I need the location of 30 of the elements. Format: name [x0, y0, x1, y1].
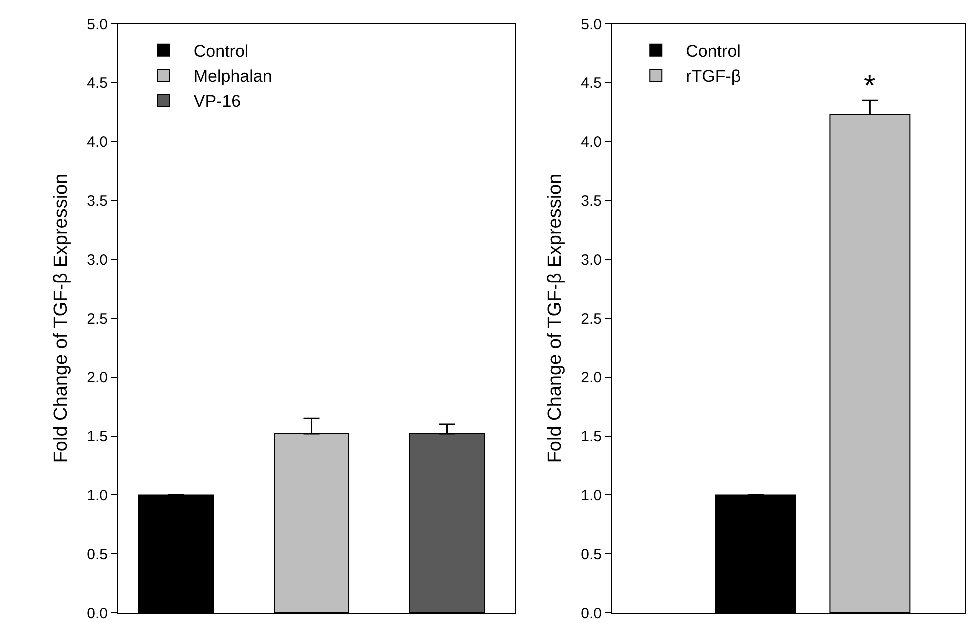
y-tick-label: 0.5 [581, 546, 602, 564]
y-tick-label: 0.0 [87, 605, 108, 622]
y-tick-label: 3.0 [87, 252, 108, 269]
y-tick-label: 0.5 [87, 546, 108, 564]
legend-label: Control [686, 42, 741, 62]
legend-label: VP-16 [194, 92, 242, 112]
legend-label: rTGF-β [686, 67, 742, 86]
y-axis-title: Fold Change of TGF-β Expression [544, 174, 566, 464]
y-tick-label: 0.0 [581, 605, 602, 622]
y-tick-label: 1.0 [87, 487, 108, 504]
annotation: * [864, 70, 876, 103]
y-tick-label: 2.0 [581, 370, 602, 387]
y-tick-label: 1.5 [87, 428, 108, 446]
y-tick-label: 4.0 [87, 134, 108, 152]
y-tick-label: 2.5 [87, 310, 108, 328]
legend-label: Melphalan [194, 67, 272, 86]
y-tick-label: 3.0 [581, 252, 602, 269]
y-tick-label: 1.0 [581, 487, 602, 504]
y-tick-label: 3.5 [581, 192, 602, 210]
y-axis-title: Fold Change of TGF-β Expression [50, 174, 72, 464]
y-tick-label: 4.5 [87, 75, 108, 92]
y-tick-label: 2.5 [581, 310, 602, 328]
y-tick-label: 5.0 [581, 16, 602, 34]
y-tick-label: 4.0 [581, 134, 602, 152]
y-tick-label: 5.0 [87, 16, 108, 34]
y-tick-label: 4.5 [581, 75, 602, 92]
y-tick-label: 2.0 [87, 370, 108, 387]
y-tick-label: 3.5 [87, 192, 108, 210]
y-tick-label: 1.5 [581, 428, 602, 446]
legend-label: Control [194, 42, 249, 62]
